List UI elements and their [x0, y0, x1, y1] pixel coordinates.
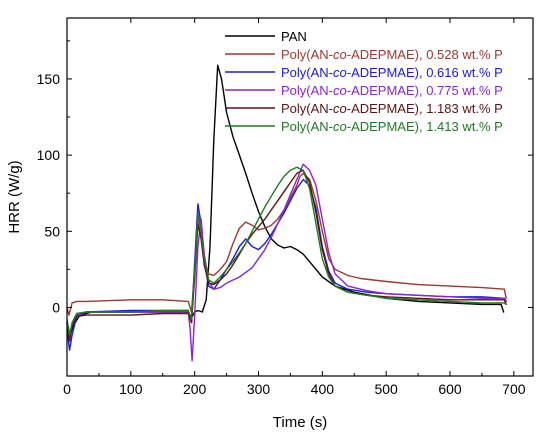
- legend-label-5: Poly(AN-co-ADEPMAE), 1.413 wt.% P: [281, 119, 503, 134]
- series-layer: [66, 64, 507, 362]
- series-line-3: [66, 163, 507, 362]
- x-tick-label: 100: [119, 381, 143, 397]
- series-line-4: [66, 169, 507, 342]
- legend-label-4: Poly(AN-co-ADEPMAE), 1.183 wt.% P: [281, 101, 503, 116]
- y-tick-label: 150: [37, 71, 61, 87]
- y-axis-label: HRR (W/g): [6, 160, 23, 233]
- y-tick-label: 100: [37, 147, 61, 163]
- y-tick-label: 0: [52, 299, 60, 315]
- x-tick-label: 500: [374, 381, 398, 397]
- legend: PAN Poly(AN-co-ADEPMAE), 0.528 wt.% P Poly…: [225, 29, 503, 134]
- x-axis-label: Time (s): [273, 414, 327, 431]
- legend-label-0: PAN: [281, 29, 307, 44]
- x-tick-label: 0: [63, 381, 71, 397]
- x-tick-label: 600: [438, 381, 462, 397]
- x-tick-label: 200: [183, 381, 207, 397]
- series-line-1: [66, 172, 507, 316]
- x-tick-label: 400: [311, 381, 335, 397]
- x-tick-label: 700: [502, 381, 526, 397]
- x-tick-label: 300: [247, 381, 271, 397]
- ticks-layer: 0 100 200 300 400 500 600 700 0 50 100 150: [37, 18, 533, 397]
- plot-frame: [66, 17, 534, 377]
- legend-label-1: Poly(AN-co-ADEPMAE), 0.528 wt.% P: [281, 47, 503, 62]
- series-line-5: [66, 166, 507, 336]
- legend-label-3: Poly(AN-co-ADEPMAE), 0.775 wt.% P: [281, 83, 503, 98]
- y-tick-label: 50: [44, 223, 60, 239]
- legend-label-2: Poly(AN-co-ADEPMAE), 0.616 wt.% P: [281, 65, 503, 80]
